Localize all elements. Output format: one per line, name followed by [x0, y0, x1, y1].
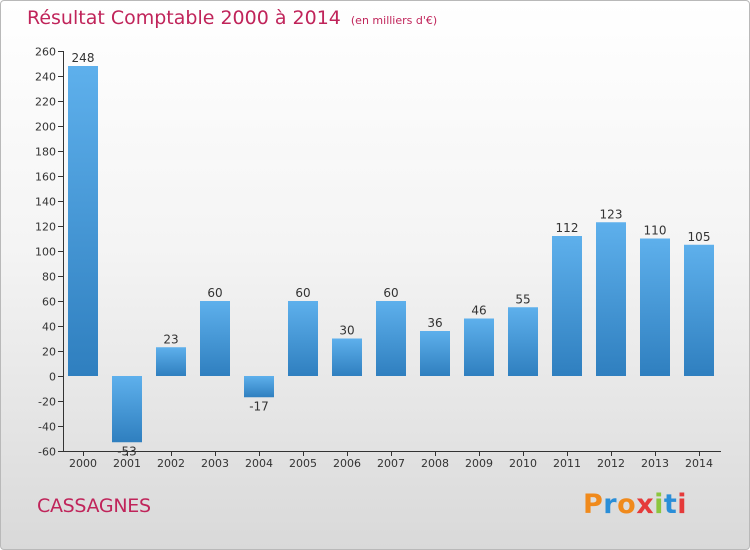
bar	[420, 331, 450, 376]
axes: -60 -40 -20 0 20 40 60 80 100 120 140 160 180 200 220 2…	[35, 46, 721, 470]
y-tick-label: -40	[38, 421, 56, 434]
x-tick-label: 2005	[289, 457, 317, 470]
y-tick-label: -20	[38, 396, 56, 409]
y-tick-label: 40	[42, 321, 56, 334]
data-label: -17	[249, 399, 269, 413]
x-tick-label: 2007	[377, 457, 405, 470]
y-tick-label: 100	[35, 246, 56, 259]
bar	[508, 307, 538, 376]
logo-letter: i	[677, 489, 688, 520]
data-labels: 248 -53 23 60 -17 60 30 60 36 46 55 112 123 110 105	[72, 51, 711, 458]
bars	[68, 66, 714, 443]
logo-letter: t	[663, 489, 678, 520]
logo-letter: P	[583, 489, 604, 520]
x-tick-label: 2013	[641, 457, 669, 470]
bar	[332, 338, 362, 376]
x-tick-label: 2002	[157, 457, 185, 470]
data-label: 60	[295, 286, 310, 300]
x-tick-label: 2000	[69, 457, 97, 470]
x-tick-label: 2011	[553, 457, 581, 470]
x-tick-label: 2014	[685, 457, 713, 470]
data-label: 30	[339, 324, 354, 338]
data-label: 248	[72, 51, 95, 65]
y-tick-label: 20	[42, 346, 56, 359]
y-tick-label: 220	[35, 96, 56, 109]
y-tick-label: 80	[42, 271, 56, 284]
bar	[288, 301, 318, 376]
x-tick-label: 2008	[421, 457, 449, 470]
bar	[640, 238, 670, 376]
bar	[156, 347, 186, 376]
title-unit: (en milliers d'€)	[350, 14, 438, 27]
x-tick-label: 2006	[333, 457, 361, 470]
x-tick-label: 2001	[113, 457, 141, 470]
data-label: 46	[471, 304, 486, 318]
logo-letter: i	[654, 489, 664, 520]
logo-letter: r	[603, 489, 618, 520]
y-tick-label: 240	[35, 71, 56, 84]
bar	[68, 66, 98, 376]
y-tick-label: -60	[38, 446, 56, 459]
data-label: 112	[556, 221, 579, 235]
title-main: Résultat Comptable 2000 à 2014	[27, 7, 341, 29]
bar	[464, 318, 494, 376]
y-tick-label: 60	[42, 296, 56, 309]
data-label: 105	[688, 230, 711, 244]
x-tick-label: 2010	[509, 457, 537, 470]
logo-letter: o	[617, 489, 637, 520]
bar	[200, 301, 230, 376]
y-tick-label: 140	[35, 196, 56, 209]
x-tick-label: 2003	[201, 457, 229, 470]
y-tick-label: 160	[35, 171, 56, 184]
y-tick-label: 120	[35, 221, 56, 234]
data-label: 36	[427, 316, 442, 330]
x-tick-label: 2012	[597, 457, 625, 470]
data-label: 55	[515, 292, 530, 306]
y-tick-label: 0	[49, 371, 56, 384]
bar	[596, 222, 626, 376]
y-tick-label: 200	[35, 121, 56, 134]
y-tick-label: 180	[35, 146, 56, 159]
chart-title: Résultat Comptable 2000 à 2014 (en millie…	[27, 7, 437, 29]
bar	[376, 301, 406, 376]
logo-letter: x	[636, 489, 655, 520]
y-tick-label: 260	[35, 46, 56, 59]
x-tick-label: 2004	[245, 457, 273, 470]
bar	[684, 244, 714, 376]
data-label: 123	[600, 207, 623, 221]
data-label: 110	[644, 224, 667, 238]
commune-name: CASSAGNES	[37, 495, 151, 517]
data-label: 60	[207, 286, 222, 300]
proxiti-logo: Proxiti	[583, 489, 687, 520]
bar	[552, 236, 582, 376]
data-label: 23	[163, 332, 178, 346]
data-label: 60	[383, 286, 398, 300]
bar	[244, 376, 274, 398]
bar	[112, 376, 142, 443]
data-label: -53	[117, 444, 137, 458]
x-tick-label: 2009	[465, 457, 493, 470]
